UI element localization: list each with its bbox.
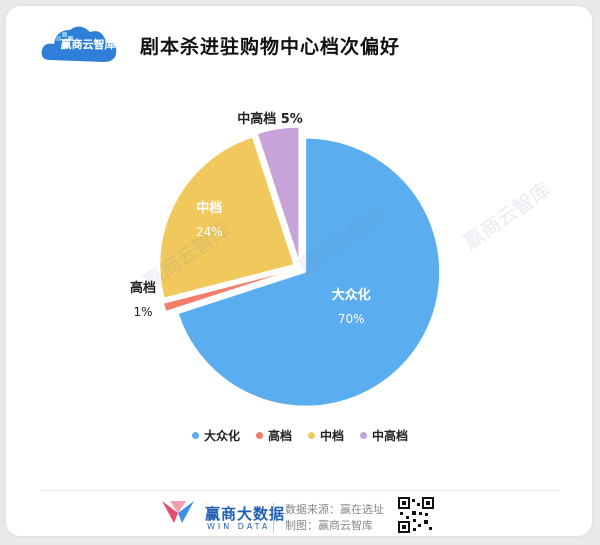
- pie-slice: [177, 137, 441, 407]
- slice-label: 中档: [196, 200, 222, 216]
- pie-slice: [162, 269, 294, 312]
- pie-slice: [256, 126, 300, 262]
- footer-divider: [40, 490, 560, 491]
- watermark-text: 赢商云智库: [459, 177, 555, 254]
- legend-swatch: [308, 432, 315, 439]
- footer-brand-sub: WIN DATA: [207, 522, 271, 531]
- qr-code-icon: [398, 497, 434, 533]
- legend-label: 中高档: [372, 429, 409, 443]
- legend-label: 高档: [267, 429, 292, 443]
- cloud-logo-icon: [41, 26, 117, 63]
- slice-label: 高档: [130, 280, 156, 296]
- slice-label: 大众化: [332, 287, 371, 303]
- legend-item: 高档: [255, 427, 292, 444]
- legend-item: 大众化: [191, 427, 240, 444]
- legend-item: 中档: [308, 427, 344, 444]
- slice-value-label: 1%: [133, 305, 152, 319]
- legend-label: 中档: [320, 429, 345, 443]
- footer-brand: 赢商大数据: [205, 505, 286, 523]
- legend-swatch: [191, 432, 199, 439]
- logo-text: 赢商云智库: [60, 38, 116, 51]
- chart-title: 剧本杀进驻购物中心档次偏好: [140, 36, 401, 58]
- chart-legend: 大众化 高档 中档 中高档: [0, 427, 600, 444]
- slice-value-label: 24%: [196, 225, 223, 239]
- legend-label: 大众化: [203, 429, 240, 443]
- legend-swatch: [360, 432, 368, 439]
- legend-swatch: [255, 432, 263, 439]
- footer-source: 数据来源：赢在选址 制图：赢商云智库: [285, 502, 384, 534]
- footer-separator: [273, 503, 274, 533]
- slice-label: 中高档 5%: [237, 111, 303, 127]
- made-by-line: 制图：赢商云智库: [285, 519, 373, 532]
- data-source-line: 数据来源：赢在选址: [285, 503, 384, 516]
- chart-card: [6, 6, 592, 536]
- legend-item: 中高档: [360, 427, 408, 444]
- win-data-logo-icon: [162, 501, 194, 523]
- pie-slice: [159, 136, 295, 299]
- slice-value-label: 70%: [338, 312, 365, 326]
